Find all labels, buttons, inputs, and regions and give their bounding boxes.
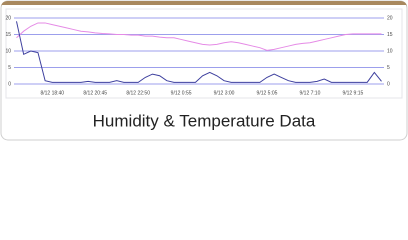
x-tick-label: 9/12 5:05 (257, 90, 278, 96)
chart-title: Humidity & Temperature Data (93, 111, 316, 130)
y-tick-label: 15 (5, 32, 11, 38)
x-tick-label: 9/12 0:55 (171, 90, 192, 96)
y2-tick-label: 15 (387, 32, 393, 38)
x-tick-label: 8/12 22:50 (126, 90, 150, 96)
y2-tick-label: 5 (387, 65, 390, 71)
y-tick-label: 5 (8, 65, 11, 71)
y-tick-label: 0 (8, 81, 11, 87)
y2-tick-label: 10 (387, 48, 393, 54)
y-tick-label: 10 (5, 48, 11, 54)
y2-tick-label: 20 (387, 15, 393, 21)
x-tick-label: 8/12 18:40 (40, 90, 64, 96)
chart-card: Humidity & Temperature Data 0 5 10 15 20 0 5 10… (0, 0, 408, 141)
x-tick-label: 9/12 7:10 (300, 90, 321, 96)
y2-tick-label: 0 (387, 81, 390, 87)
x-tick-label: 9/12 3:00 (214, 90, 235, 96)
card-top-strip (1, 1, 407, 8)
x-tick-label: 8/12 20:45 (83, 90, 107, 96)
series-line (16, 22, 382, 51)
x-tick-label: 9/12 9:15 (342, 90, 363, 96)
y-tick-label: 20 (5, 15, 11, 21)
plot-frame (5, 8, 403, 99)
series-line (16, 21, 382, 83)
